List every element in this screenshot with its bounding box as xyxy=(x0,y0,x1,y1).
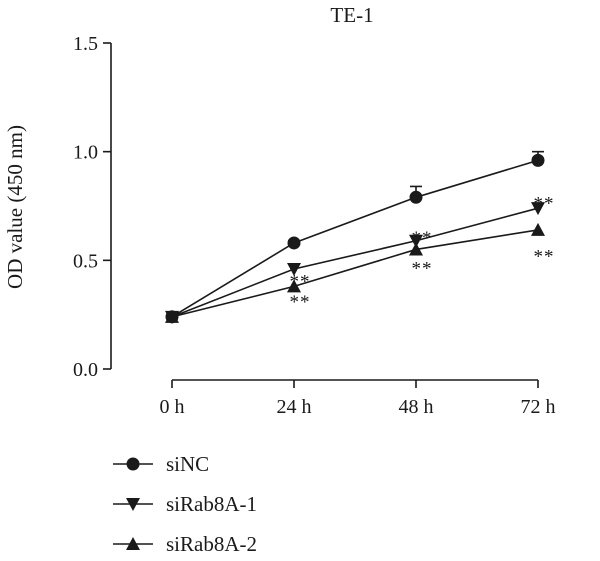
data-point xyxy=(287,263,301,277)
series-line xyxy=(171,207,539,318)
series-line xyxy=(171,159,539,318)
data-point xyxy=(409,234,423,248)
y-tick-label: 0.0 xyxy=(73,359,98,381)
data-point xyxy=(287,279,301,293)
annotation-layer: ************ xyxy=(290,193,555,313)
x-tick-label: 24 h xyxy=(277,396,312,418)
x-tick-label: 72 h xyxy=(521,396,556,418)
data-point xyxy=(409,242,423,256)
legend: siNC siRab8A-1 siRab8A-2 xyxy=(113,452,257,556)
x-tick-label: 48 h xyxy=(399,396,434,418)
significance-marker: ** xyxy=(412,259,433,280)
legend-item-siRab8A-1: siRab8A-1 xyxy=(113,492,257,516)
y-tick-label: 0.5 xyxy=(73,250,98,272)
significance-marker: ** xyxy=(534,193,555,214)
legend-marker xyxy=(126,498,140,511)
data-point xyxy=(165,309,179,323)
data-point xyxy=(531,153,545,167)
series-line xyxy=(171,229,539,318)
data-point xyxy=(409,190,423,204)
series-layer xyxy=(165,150,545,324)
data-point xyxy=(531,222,545,236)
legend-label: siNC xyxy=(166,452,209,476)
legend-marker xyxy=(126,537,140,550)
data-point xyxy=(287,236,301,250)
series-siRab8A-2 xyxy=(165,222,545,323)
y-tick-label: 1.5 xyxy=(73,33,98,55)
significance-marker: ** xyxy=(290,292,311,313)
axes: 0.0 0.5 1.0 1.5 0 h 24 h 48 h 72 h xyxy=(73,33,556,418)
legend-label: siRab8A-2 xyxy=(166,532,257,556)
y-axis-label: OD value (450 nm) xyxy=(3,125,27,289)
y-tick-label: 1.0 xyxy=(73,142,98,164)
legend-item-siRab8A-2: siRab8A-2 xyxy=(113,532,257,556)
legend-label: siRab8A-1 xyxy=(166,492,257,516)
legend-marker xyxy=(126,457,140,471)
significance-marker: ** xyxy=(412,228,433,249)
chart-title: TE-1 xyxy=(330,3,373,27)
significance-marker: ** xyxy=(534,247,555,268)
legend-item-siNC: siNC xyxy=(113,452,209,476)
x-tick-label: 0 h xyxy=(160,396,185,418)
data-point xyxy=(531,202,545,216)
significance-marker: ** xyxy=(290,272,311,293)
